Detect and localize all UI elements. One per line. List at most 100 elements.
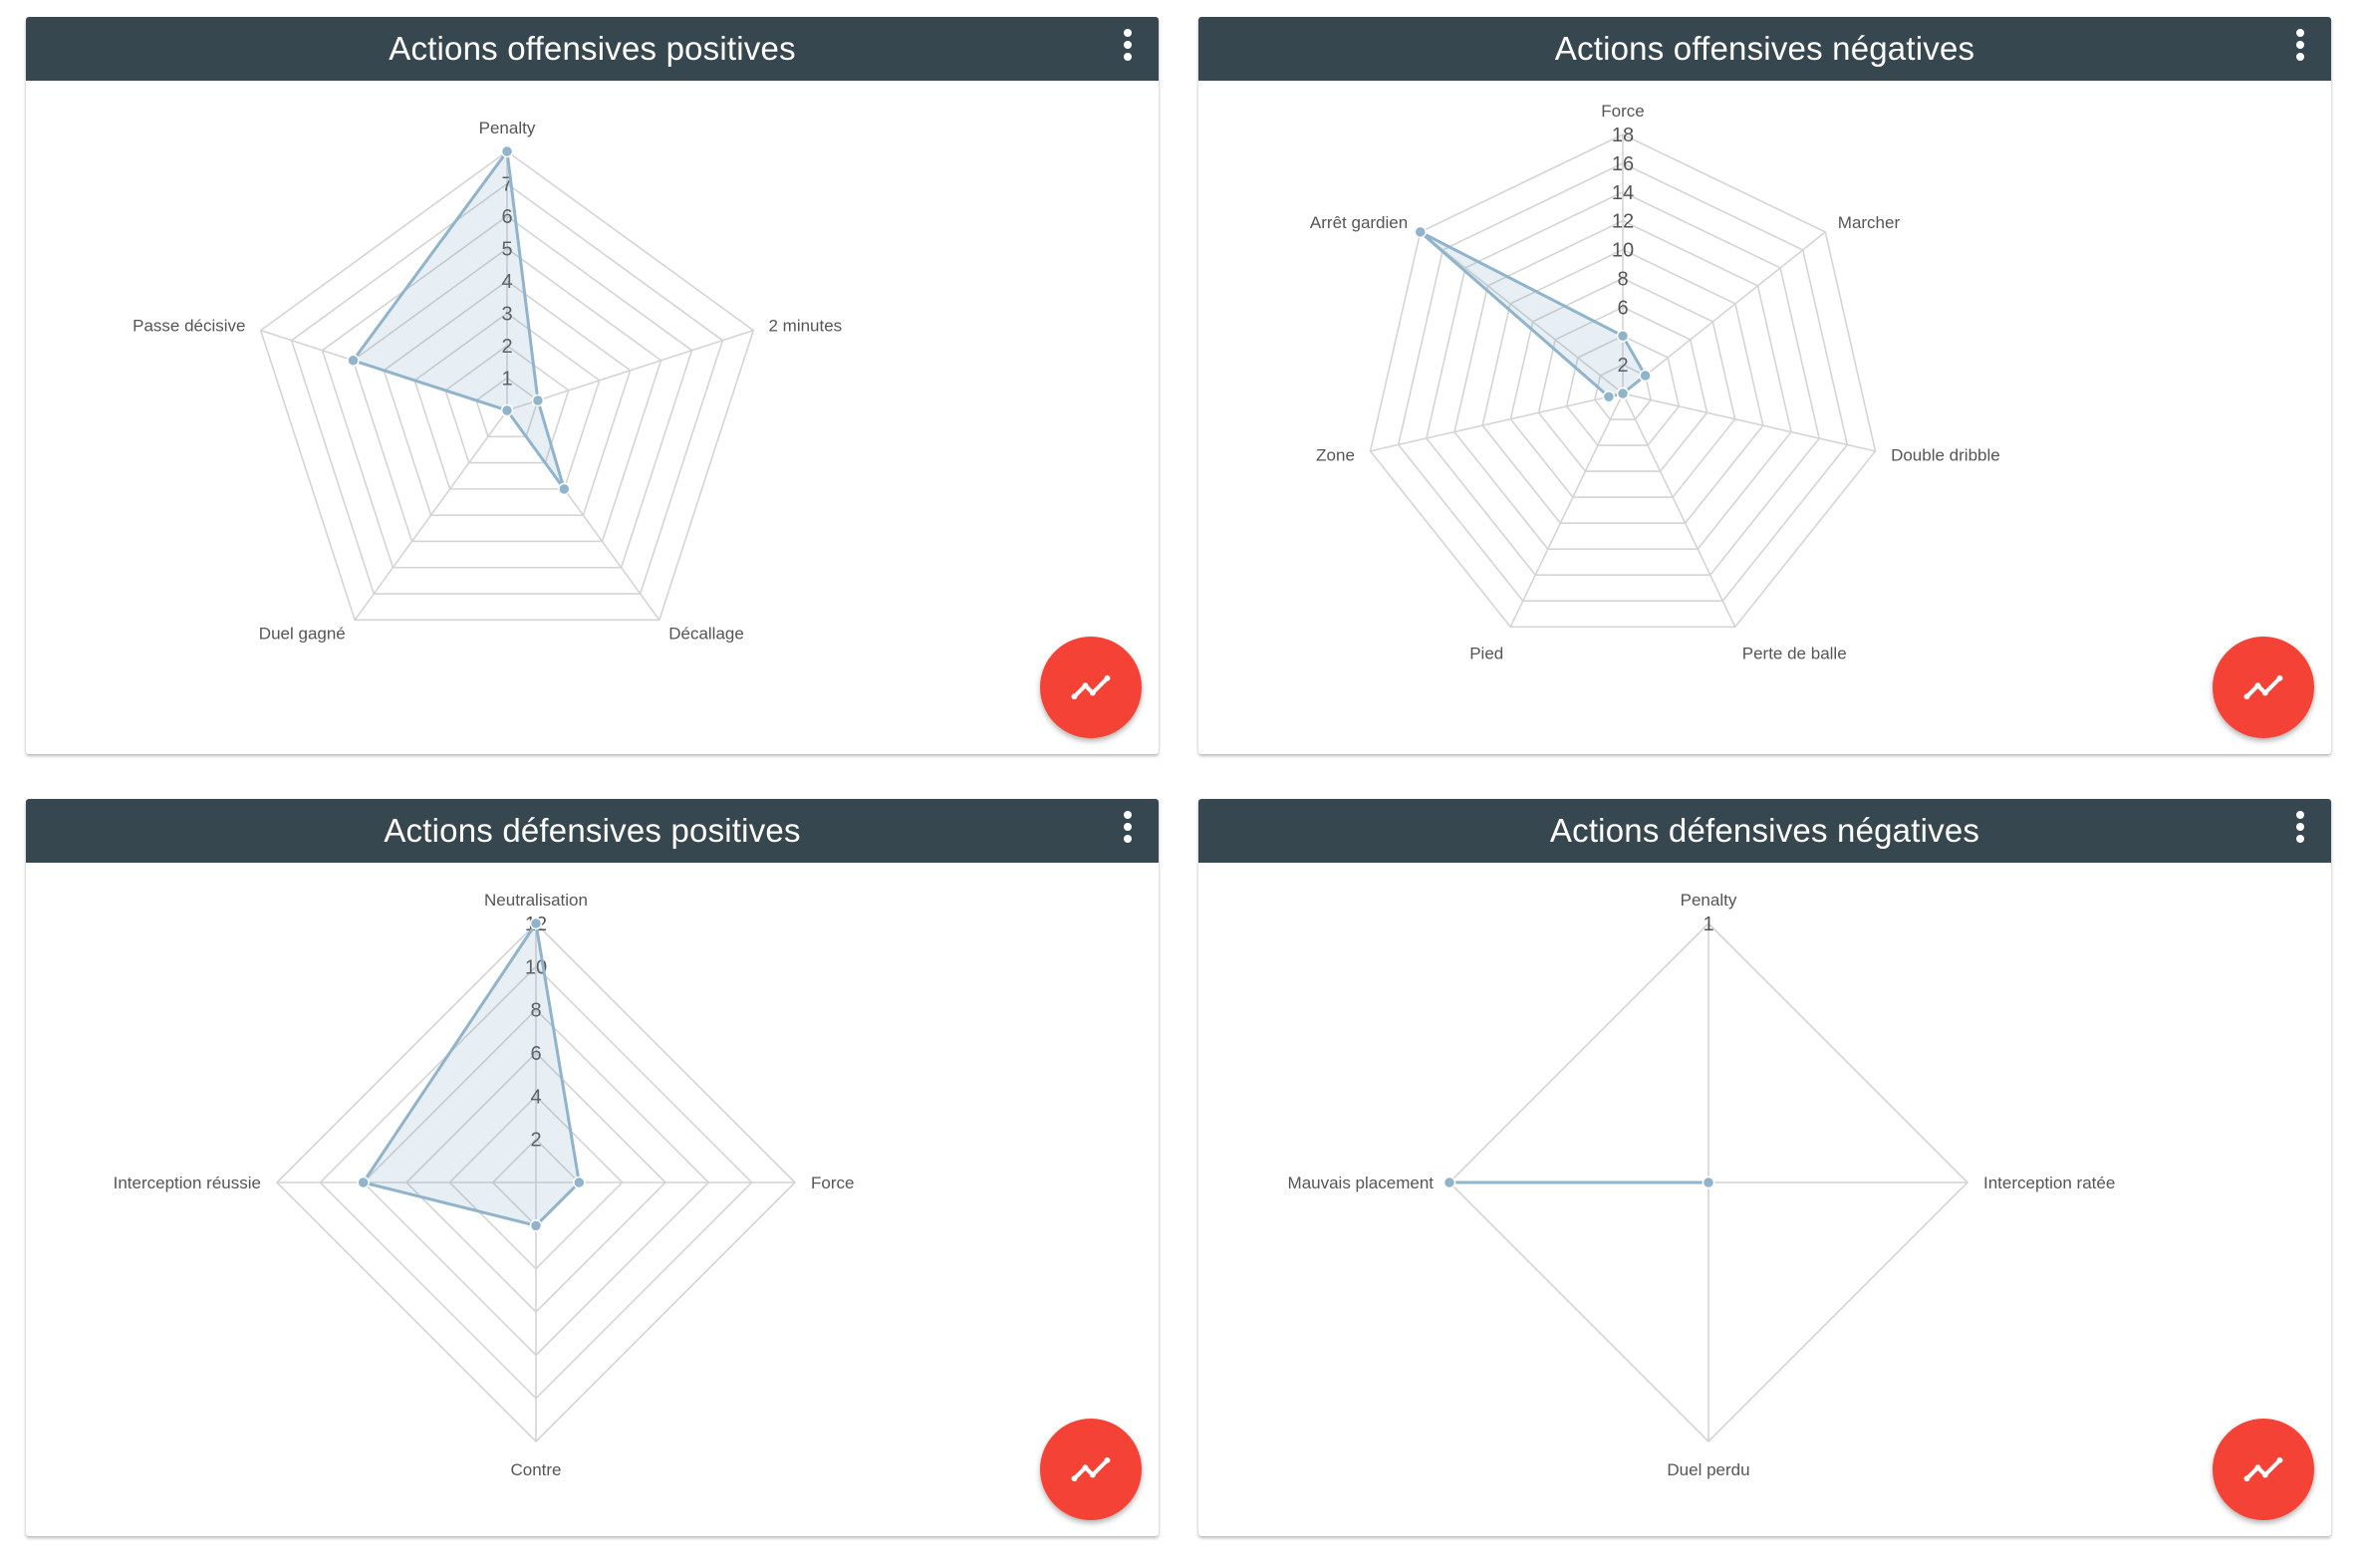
data-point [529,916,543,930]
grid-ring [413,312,601,490]
tick-label: 2 [501,336,512,358]
tick-label: 2 [1617,355,1628,377]
trending-up-icon [1071,1456,1111,1482]
data-point [573,1176,586,1189]
grid-ring [290,182,724,595]
card-header: Actions défensives positives [26,799,1159,863]
grid-ring [1397,162,1849,603]
grid-spoke [1622,392,1876,452]
data-point [357,1176,370,1189]
card-title: Actions défensives négatives [1549,812,1980,849]
more-vert-icon[interactable] [2287,23,2313,67]
category-label: Arrêt gardien [1310,213,1408,232]
grid-ring [1369,133,1877,629]
grid-spoke [354,409,508,621]
data-point [529,1219,543,1232]
category-label: Marcher [1838,213,1901,232]
data-point [1616,329,1630,343]
category-label: Penalty [479,119,536,137]
tick-label: 3 [501,304,512,326]
tick-label: 6 [530,1043,541,1065]
tick-label: 1 [1703,914,1713,935]
data-point [531,393,545,407]
grid-ring [383,280,632,516]
trending-up-icon [1071,674,1111,700]
tick-label: 14 [1612,182,1634,204]
card-title: Actions défensives positives [384,812,801,849]
tick-label: 2 [530,1130,541,1152]
chart-card-offensive-negative: Actions offensives négatives 2 6 8 10 12 14 16… [1198,17,2331,754]
category-label: Zone [1316,445,1355,464]
series-area [1419,230,1648,398]
category-label: Interception ratée [1983,1174,2115,1192]
grid-ring [475,377,539,438]
tick-label: 10 [1612,240,1634,262]
trend-fab-button[interactable] [2213,1419,2314,1520]
category-label: Neutralisation [484,891,588,910]
grid-ring [1509,277,1736,498]
radar-chart: 2 6 8 10 12 14 16 18 Force Marcher Double dribble P… [1310,102,2000,663]
tick-label: 8 [1617,268,1628,290]
card-header: Actions offensives négatives [1198,17,2331,81]
grid-spoke [1370,392,1624,452]
category-label: Pied [1469,645,1503,663]
chart-card-offensive-positive: Actions offensives positives 1 2 3 4 5 6 7 Pena… [26,17,1159,754]
more-vert-icon[interactable] [2287,805,2313,849]
data-point [500,403,514,417]
data-point [558,482,571,496]
data-point [1702,1176,1715,1189]
radar-chart: 1 2 3 4 5 6 7 Penalty 2 minutes Décallage Duel gag… [132,119,842,643]
category-label: Interception réussie [114,1174,261,1192]
tick-label: 12 [1612,211,1634,233]
grid-ring [1425,190,1821,576]
trending-up-icon [2243,674,2283,700]
data-point [1639,369,1652,383]
grid-ring [444,345,570,464]
chart-card-defensive-negative: Actions défensives négatives 1 Penalty Int… [1198,799,2331,1536]
data-point [500,144,514,158]
grid-ring [1537,306,1708,472]
tick-label: 7 [501,174,512,196]
more-vert-icon[interactable] [1115,805,1141,849]
category-label: Mauvais placement [1288,1174,1435,1192]
tick-label: 6 [1617,297,1628,319]
card-header: Actions offensives positives [26,17,1159,81]
grid-ring [259,150,755,622]
category-label: Passe décisive [132,317,245,336]
grid-spoke [1622,392,1736,628]
trend-fab-button[interactable] [1040,1419,1142,1520]
card-title: Actions offensives positives [389,30,796,67]
series-area [351,149,566,491]
radar-chart: 1 Penalty Interception ratée Duel perdu Mauv… [1288,891,2116,1479]
category-label: Décallage [668,624,744,643]
tick-label: 4 [530,1086,541,1108]
more-vert-icon[interactable] [1115,23,1141,67]
card-header: Actions défensives négatives [1198,799,2331,863]
data-point [1414,225,1427,239]
trend-fab-button[interactable] [2213,637,2314,738]
tick-label: 16 [1612,153,1634,175]
tick-label: 8 [530,1000,541,1022]
data-point [1616,387,1630,400]
grid-spoke [506,329,754,411]
data-point [1602,390,1616,403]
grid-ring [1453,219,1792,550]
card-title: Actions offensives négatives [1554,30,1975,67]
trend-fab-button[interactable] [1040,637,1142,738]
category-label: Double dribble [1891,445,2000,464]
grid-spoke [1622,231,1826,394]
data-point [347,354,360,368]
trending-up-icon [2243,1456,2283,1482]
grid-ring [352,247,662,543]
category-label: Force [811,1174,854,1192]
tick-label: 1 [501,369,512,391]
category-label: Force [1601,102,1644,121]
grid-spoke [1420,231,1624,394]
category-label: Penalty [1681,891,1737,910]
tick-label: 18 [1612,125,1634,146]
category-label: Contre [510,1460,561,1479]
tick-label: 6 [501,206,512,228]
chart-card-defensive-positive: Actions défensives positives 24681012Neu… [26,799,1159,1536]
radar-chart: 24681012NeutralisationForceContreInterce… [114,891,855,1479]
grid-ring [321,215,693,569]
